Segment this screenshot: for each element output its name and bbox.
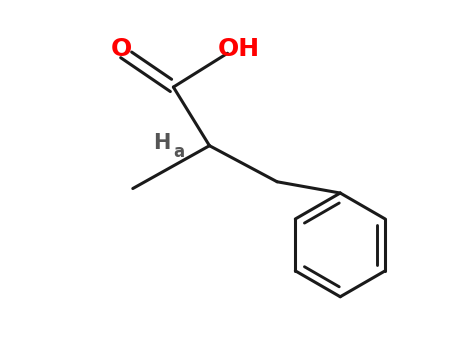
Text: a: a bbox=[174, 142, 185, 161]
Text: H: H bbox=[153, 133, 171, 153]
Text: OH: OH bbox=[217, 37, 260, 61]
Text: O: O bbox=[111, 37, 132, 61]
